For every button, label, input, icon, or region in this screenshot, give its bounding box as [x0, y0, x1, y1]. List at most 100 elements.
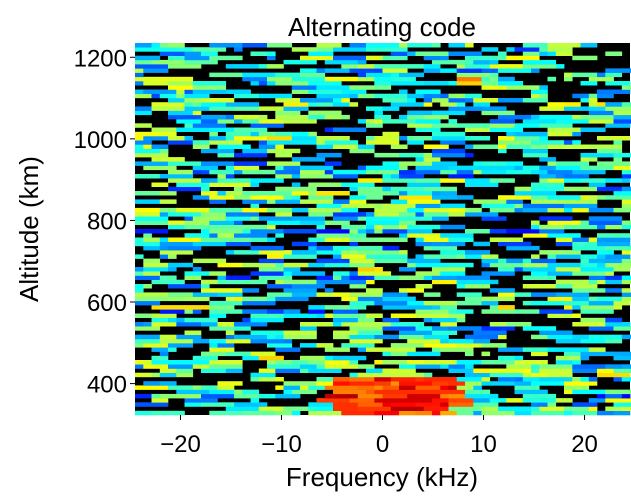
heatmap-cell	[597, 93, 614, 99]
heatmap-cell	[572, 169, 606, 175]
heatmap-cell	[382, 161, 400, 166]
heatmap-cell	[308, 309, 326, 314]
heatmap-cell	[225, 296, 235, 302]
heatmap-cell	[399, 169, 416, 175]
heatmap-cell	[597, 254, 606, 259]
heatmap-cell	[547, 229, 565, 234]
heatmap-cell	[258, 64, 268, 69]
heatmap-cell	[349, 237, 375, 242]
heatmap-cell	[341, 182, 375, 187]
heatmap-cell	[324, 343, 334, 348]
heatmap-cell	[498, 140, 532, 145]
heatmap-cell	[275, 385, 284, 390]
heatmap-cell	[547, 313, 573, 318]
heatmap-cell	[465, 393, 499, 399]
heatmap-cell	[440, 169, 457, 175]
heatmap-cell	[316, 191, 350, 196]
heatmap-cell	[258, 355, 284, 361]
heatmap-cell	[399, 385, 416, 390]
heatmap-cell	[564, 186, 598, 192]
heatmap-cell	[316, 144, 334, 149]
heatmap-cell	[572, 140, 581, 145]
heatmap-cell	[242, 119, 260, 124]
heatmap-cell	[522, 393, 557, 399]
heatmap-cell	[135, 136, 144, 141]
heatmap-cell	[440, 410, 457, 416]
heatmap-cell	[357, 271, 392, 276]
heatmap-cell	[209, 300, 243, 306]
heatmap-cell	[621, 220, 631, 225]
heatmap-cell	[308, 89, 342, 94]
heatmap-cell	[159, 334, 177, 340]
heatmap-cell	[423, 114, 449, 120]
heatmap-cell	[192, 364, 210, 369]
heatmap-cell	[316, 136, 350, 141]
heatmap-cell	[168, 114, 202, 120]
heatmap-cell	[300, 355, 326, 361]
heatmap-cell	[481, 309, 515, 314]
heatmap-cell	[184, 123, 194, 128]
heatmap-cell	[531, 224, 540, 230]
heatmap-cell	[192, 85, 227, 90]
heatmap-cell	[423, 186, 457, 192]
heatmap-cell	[267, 64, 284, 69]
heatmap-cell	[159, 393, 177, 399]
heatmap-cell	[258, 131, 276, 137]
heatmap-cell	[448, 165, 482, 171]
heatmap-cell	[489, 372, 524, 378]
heatmap-cell	[201, 237, 227, 242]
heatmap-cell	[564, 195, 581, 200]
heatmap-cell	[366, 275, 375, 280]
heatmap-cell	[382, 55, 408, 61]
heatmap-cell	[572, 55, 598, 61]
heatmap-cell	[135, 191, 161, 196]
heatmap-cell	[415, 119, 441, 124]
heatmap-cell	[308, 237, 326, 242]
heatmap-cell	[506, 258, 524, 264]
heatmap-cell	[366, 140, 400, 145]
heatmap-cell	[415, 165, 449, 171]
heatmap-cell	[341, 89, 367, 94]
heatmap-cell	[374, 136, 400, 141]
heatmap-cell	[456, 385, 474, 390]
heatmap-cell	[308, 305, 326, 310]
heatmap-cell	[564, 106, 590, 111]
heatmap-cell	[448, 207, 466, 213]
heatmap-cell	[522, 258, 532, 264]
heatmap-cell	[291, 85, 317, 90]
heatmap-cell	[168, 212, 194, 217]
heatmap-cell	[275, 81, 309, 86]
heatmap-cell	[473, 368, 491, 373]
heatmap-cell	[621, 250, 631, 255]
x-axis-ticks: −20 −10 0 10 20	[160, 415, 598, 458]
heatmap-cell	[588, 93, 598, 99]
heatmap-cell	[135, 81, 144, 86]
heatmap-cell	[159, 372, 177, 378]
heatmap-cell	[209, 364, 243, 369]
heatmap-cell	[415, 262, 449, 268]
heatmap-cell	[357, 93, 375, 99]
heatmap-cell	[151, 279, 185, 285]
heatmap-cell	[324, 347, 350, 352]
heatmap-cell	[382, 224, 400, 230]
heatmap-cell	[423, 292, 441, 297]
heatmap-cell	[522, 267, 557, 272]
heatmap-cell	[547, 207, 557, 213]
heatmap-cell	[151, 372, 161, 378]
heatmap-cell	[316, 229, 350, 234]
heatmap-cell	[440, 224, 466, 230]
heatmap-cell	[489, 178, 515, 183]
heatmap-cell	[580, 317, 606, 323]
heatmap-cell	[357, 216, 367, 221]
heatmap-cell	[415, 402, 441, 407]
heatmap-cell	[448, 398, 474, 403]
heatmap-cell	[613, 300, 631, 306]
heatmap-cell	[168, 284, 202, 289]
heatmap-cell	[399, 250, 408, 255]
heatmap-cell	[547, 127, 573, 132]
heatmap-cell	[275, 279, 284, 285]
heatmap-cell	[143, 262, 169, 268]
heatmap-cell	[465, 178, 491, 183]
heatmap-cell	[539, 203, 565, 209]
heatmap-cell	[432, 330, 458, 335]
